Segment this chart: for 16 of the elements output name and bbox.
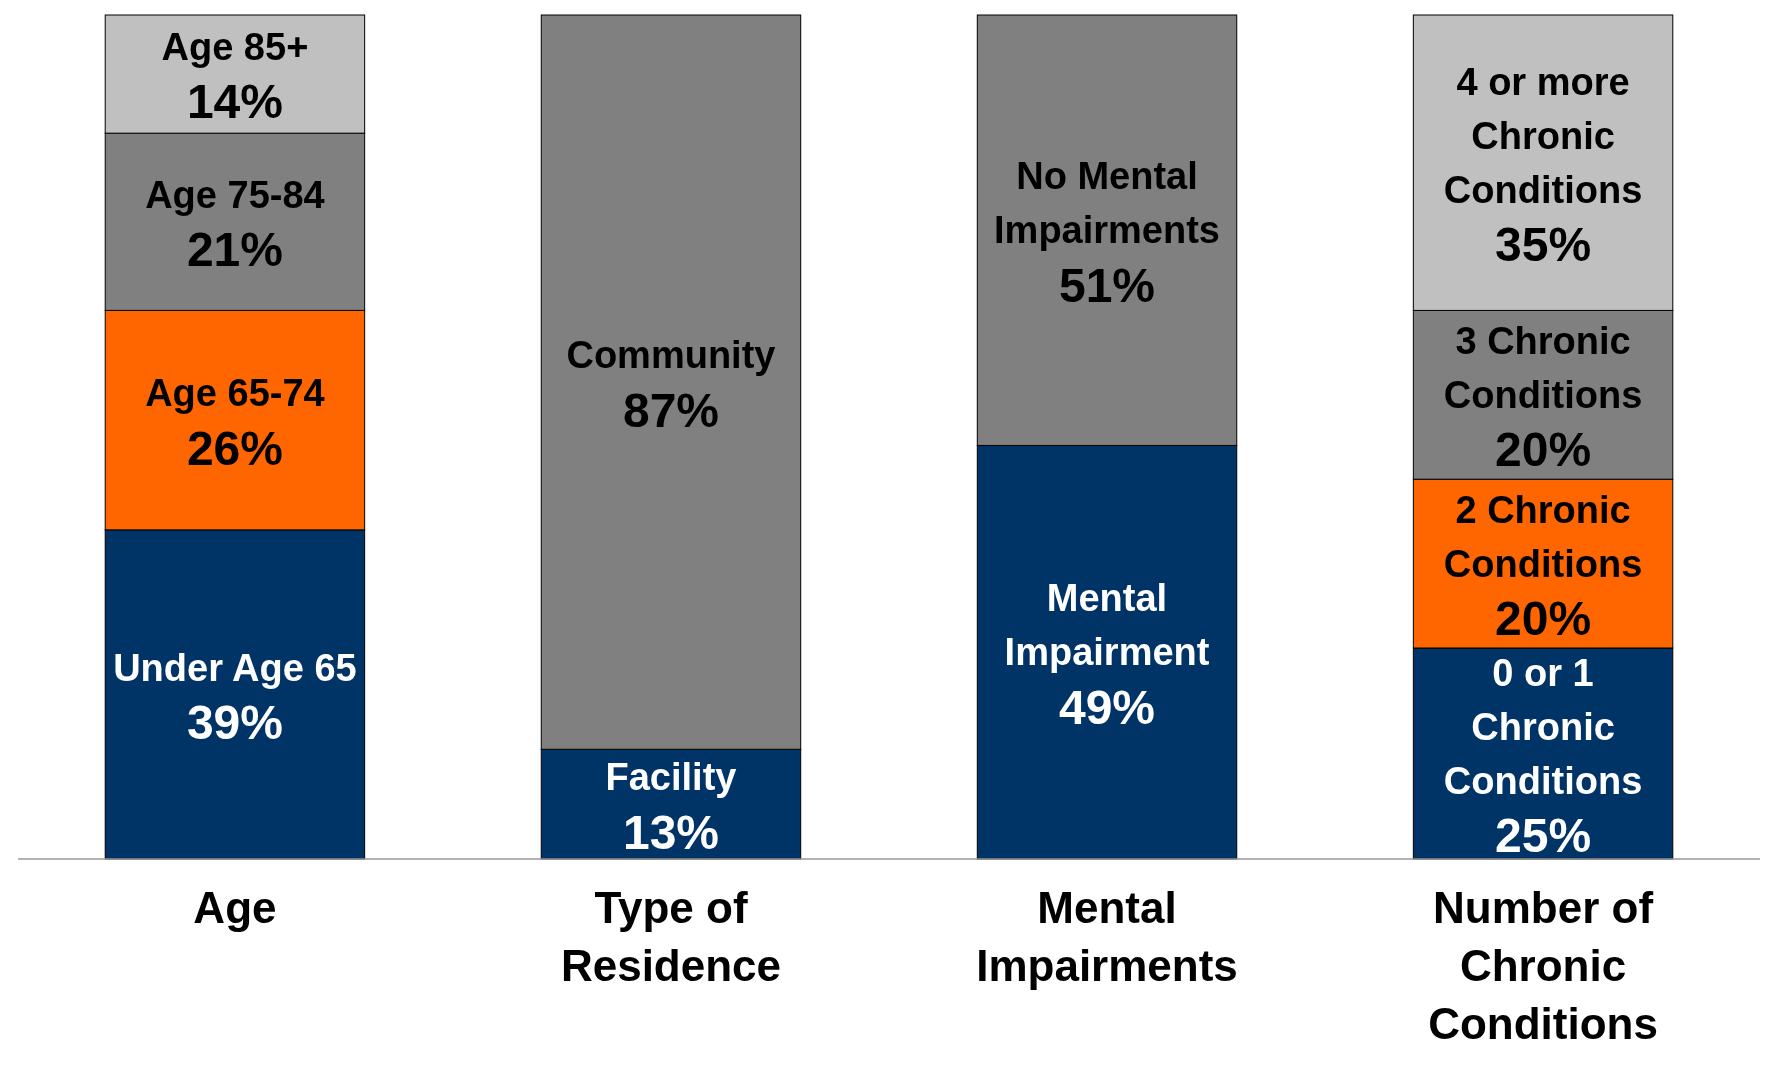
data-label: Age 65-74 26% (145, 372, 325, 475)
data-label: Age 85+ 14% (161, 26, 309, 129)
data-label: Mental Impairment 49% (1004, 577, 1210, 734)
x-tick-label: Mental Impairments (976, 883, 1238, 990)
x-tick-label: Age (193, 883, 277, 932)
data-label: Facility 13% (605, 756, 737, 859)
data-label: Under Age 65 39% (113, 646, 357, 749)
x-tick-label: Number of Chronic Conditions (1428, 883, 1658, 1048)
data-label: 2 Chronic Conditions 20% (1443, 488, 1643, 645)
x-tick-label: Type of Residence (560, 883, 782, 990)
data-label: No Mental Impairments 51% (994, 155, 1221, 312)
data-label: 0 or 1 Chronic Conditions 25% (1443, 651, 1643, 862)
data-label: Age 75-84 21% (145, 173, 325, 277)
data-label: 4 or more Chronic Conditions 35% (1443, 60, 1643, 272)
data-label: 3 Chronic Conditions 20% (1443, 319, 1643, 477)
data-label: Community 87% (566, 334, 776, 437)
